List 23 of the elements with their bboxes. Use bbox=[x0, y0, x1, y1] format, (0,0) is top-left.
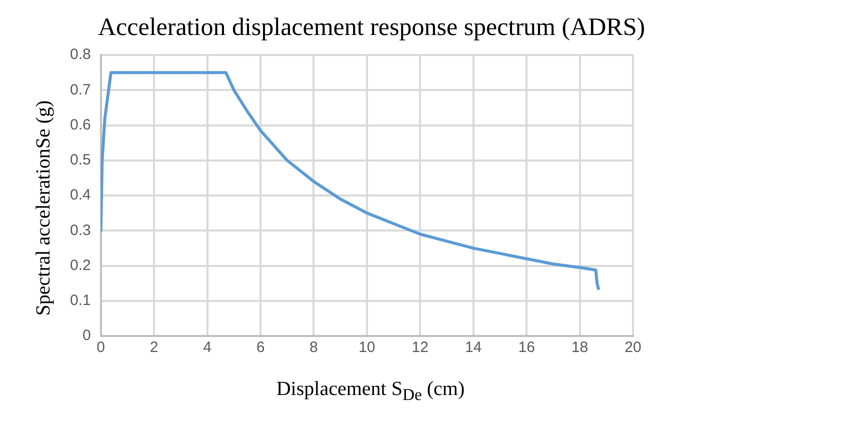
y-tick-label: 0.5 bbox=[70, 152, 91, 169]
x-tick-label: 14 bbox=[465, 339, 482, 356]
y-tick-label: 0.4 bbox=[70, 186, 91, 204]
chart-title: Acceleration displacement response spectrum (ADRS) bbox=[97, 14, 646, 42]
x-tick-label: 4 bbox=[203, 339, 212, 356]
y-tick-label: 0.2 bbox=[70, 256, 91, 274]
y-tick-label: 0.8 bbox=[70, 46, 91, 64]
x-tick-label: 10 bbox=[358, 339, 376, 356]
y-tick-label: 0.3 bbox=[70, 222, 91, 239]
x-tick-label: 12 bbox=[412, 339, 428, 356]
y-tick-label: 0 bbox=[82, 327, 91, 344]
x-tick-label: 2 bbox=[150, 339, 158, 356]
x-tick-label: 18 bbox=[571, 339, 588, 356]
x-tick-label: 8 bbox=[310, 339, 318, 356]
x-axis-title: Displacement S$_{De}$ (cm) bbox=[275, 378, 466, 405]
x-tick-label: 0 bbox=[96, 339, 106, 356]
y-tick-label: 0.6 bbox=[70, 116, 91, 134]
y-tick-label: 0.1 bbox=[70, 292, 91, 310]
y-tick-label: 0.7 bbox=[70, 81, 91, 98]
x-tick-label: 20 bbox=[624, 339, 642, 356]
x-tick-label: 6 bbox=[256, 339, 265, 356]
x-tick-label: 16 bbox=[518, 339, 535, 356]
y-axis-title: Spectral accelerationSe (g) bbox=[32, 100, 56, 316]
